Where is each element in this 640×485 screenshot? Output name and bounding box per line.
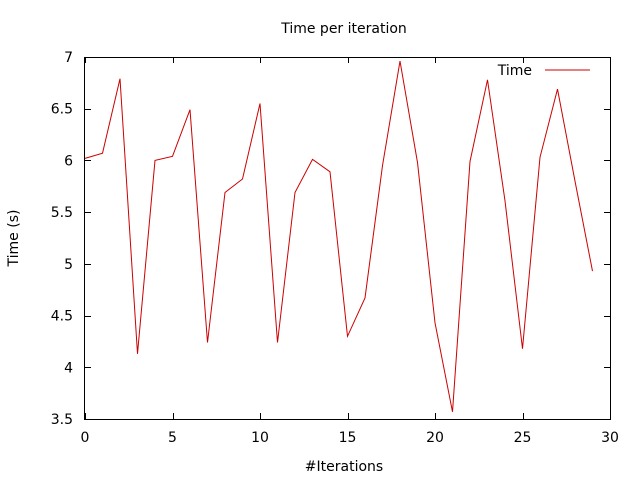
x-tick-label: 5 — [168, 430, 177, 446]
x-tick-label: 10 — [251, 430, 269, 446]
plot-frame — [84, 57, 611, 420]
y-tick-label: 5.5 — [51, 205, 73, 221]
y-axis-label: Time (s) — [6, 210, 22, 268]
y-tick-label: 3.5 — [51, 412, 73, 428]
x-tick-label: 20 — [426, 430, 444, 446]
x-tick-label: 0 — [81, 430, 90, 446]
x-tick-label: 30 — [601, 430, 619, 446]
ticks-layer: 0 5 10 15 20 25 30 3.5 4 4.5 5 5.5 6 6.5 7 — [51, 50, 619, 446]
legend: Time — [497, 63, 590, 79]
series-layer — [84, 61, 593, 412]
y-tick-label: 5 — [64, 257, 73, 273]
y-tick-label: 6.5 — [51, 102, 73, 118]
series-line — [84, 61, 593, 412]
legend-label: Time — [497, 63, 532, 79]
chart-title: Time per iteration — [280, 21, 407, 37]
x-tick-label: 25 — [514, 430, 532, 446]
y-tick-label: 4.5 — [51, 309, 73, 325]
y-tick-label: 4 — [64, 360, 73, 376]
x-axis-label: #Iterations — [305, 459, 383, 475]
y-tick-label: 6 — [64, 153, 73, 169]
x-tick-label: 15 — [339, 430, 357, 446]
y-tick-label: 7 — [64, 50, 73, 66]
